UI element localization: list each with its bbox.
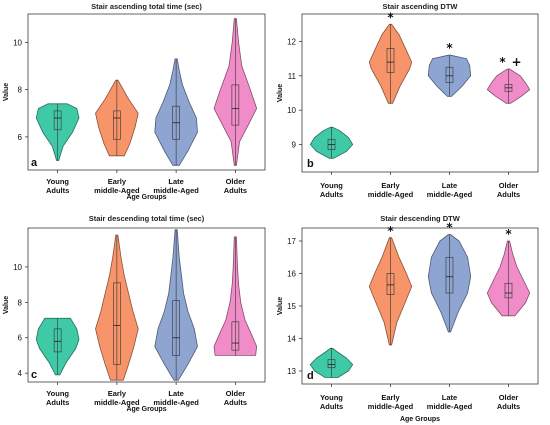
panel-label: d	[307, 370, 314, 382]
y-tick-label: 6	[18, 334, 23, 343]
violin-late-middle-aged	[427, 234, 472, 333]
y-tick-label: 17	[287, 237, 296, 246]
iqr-box	[445, 256, 454, 294]
panel-label: a	[31, 157, 38, 169]
x-tick-label: Older Adults	[224, 389, 247, 407]
y-tick-label: 8	[18, 298, 23, 307]
violin-older-adults	[486, 240, 531, 317]
y-tick-label: 11	[288, 72, 297, 81]
iqr-box	[53, 328, 62, 353]
iqr-box	[231, 84, 240, 126]
x-axis-label: Age Groups	[126, 194, 166, 201]
chart-title: Stair ascending total time (sec)	[91, 2, 202, 11]
chart-panel-b: Stair ascending DTW Value 9 10 11 12 Young Adul…	[277, 2, 539, 199]
panel-label: b	[307, 158, 314, 170]
x-tick-label: Late middle-Aged	[427, 393, 473, 411]
violin-older-adults	[486, 68, 531, 104]
x-tick-label: Young Adults	[46, 177, 69, 195]
x-axis-label: Age Groups	[126, 406, 166, 413]
chart-panel-a: Stair ascending total time (sec) Value 6 8 1…	[3, 2, 266, 201]
violin-early-middle-aged	[95, 234, 139, 381]
chart-panel-d: Stair descending DTW Value 13 14 15 16 17 Young…	[277, 214, 539, 423]
iqr-box	[445, 66, 454, 83]
iqr-box	[172, 300, 180, 356]
significance-star: *	[505, 227, 512, 241]
violin-early-middle-aged	[95, 79, 139, 157]
y-tick-label: 15	[287, 302, 296, 311]
y-tick-label: 14	[287, 335, 296, 344]
y-tick-label: 12	[287, 37, 296, 46]
x-tick-label: Young Adults	[320, 181, 343, 199]
x-tick-label: Older Adults	[497, 181, 520, 199]
x-tick-label: Early middle-Aged	[368, 181, 414, 199]
significance-star: *	[446, 221, 453, 235]
violin-older-adults	[213, 18, 258, 166]
violin-young-adults	[35, 103, 80, 161]
y-tick-label: 4	[18, 369, 23, 378]
y-tick-label: 16	[287, 270, 296, 279]
significance-plus: +	[511, 55, 521, 69]
significance-star: *	[387, 10, 394, 24]
iqr-box	[327, 359, 336, 369]
y-tick-label: 10	[13, 38, 22, 47]
y-axis-label: Value	[277, 84, 284, 102]
y-axis-label: Value	[3, 83, 10, 101]
iqr-box	[386, 273, 395, 295]
significance-star: *	[499, 55, 506, 69]
y-tick-label: 10	[13, 263, 22, 272]
x-tick-label: Young Adults	[320, 393, 343, 411]
violin-older-adults	[213, 236, 258, 356]
panel-label: c	[31, 369, 37, 381]
x-tick-label: Late middle-Aged	[153, 389, 199, 407]
violin-young-adults	[35, 317, 80, 376]
iqr-box	[231, 321, 240, 351]
y-tick-label: 8	[18, 86, 23, 95]
iqr-box	[53, 110, 62, 131]
x-axis-label: Age Groups	[400, 416, 440, 423]
x-tick-label: Older Adults	[224, 177, 247, 195]
violin-young-adults	[309, 126, 354, 159]
iqr-box	[386, 48, 395, 73]
x-tick-label: Late middle-Aged	[427, 181, 473, 199]
y-tick-label: 10	[287, 106, 296, 115]
significance-star: *	[446, 41, 453, 55]
iqr-box	[113, 110, 121, 140]
violin-late-middle-aged	[427, 54, 472, 97]
chart-title: Stair descending DTW	[380, 214, 461, 223]
y-axis-label: Value	[3, 296, 10, 314]
chart-title: Stair descending total time (sec)	[89, 214, 205, 223]
y-tick-label: 13	[287, 367, 296, 376]
x-tick-label: Older Adults	[497, 393, 520, 411]
y-tick-label: 6	[18, 133, 23, 142]
violin-early-middle-aged	[368, 23, 413, 104]
violin-early-middle-aged	[368, 237, 413, 346]
y-axis-label: Value	[277, 297, 284, 315]
x-tick-label: Early middle-Aged	[94, 177, 140, 195]
x-tick-label: Early middle-Aged	[368, 393, 414, 411]
x-tick-label: Late middle-Aged	[153, 177, 199, 195]
chart-title: Stair ascending DTW	[382, 2, 458, 11]
chart-panel-c: Stair descending total time (sec) Value 4 6…	[3, 214, 266, 413]
violin-late-middle-aged	[154, 229, 198, 381]
plot-frame	[27, 227, 266, 383]
y-tick-label: 9	[292, 141, 297, 150]
iqr-box	[113, 282, 121, 365]
violin-young-adults	[309, 347, 354, 378]
significance-star: *	[387, 224, 394, 238]
x-tick-label: Young Adults	[46, 389, 69, 407]
iqr-box	[504, 282, 513, 299]
violin-late-middle-aged	[154, 58, 198, 166]
x-tick-label: Early middle-Aged	[94, 389, 140, 407]
plot-frame	[301, 13, 539, 173]
plot-frame	[27, 13, 266, 171]
